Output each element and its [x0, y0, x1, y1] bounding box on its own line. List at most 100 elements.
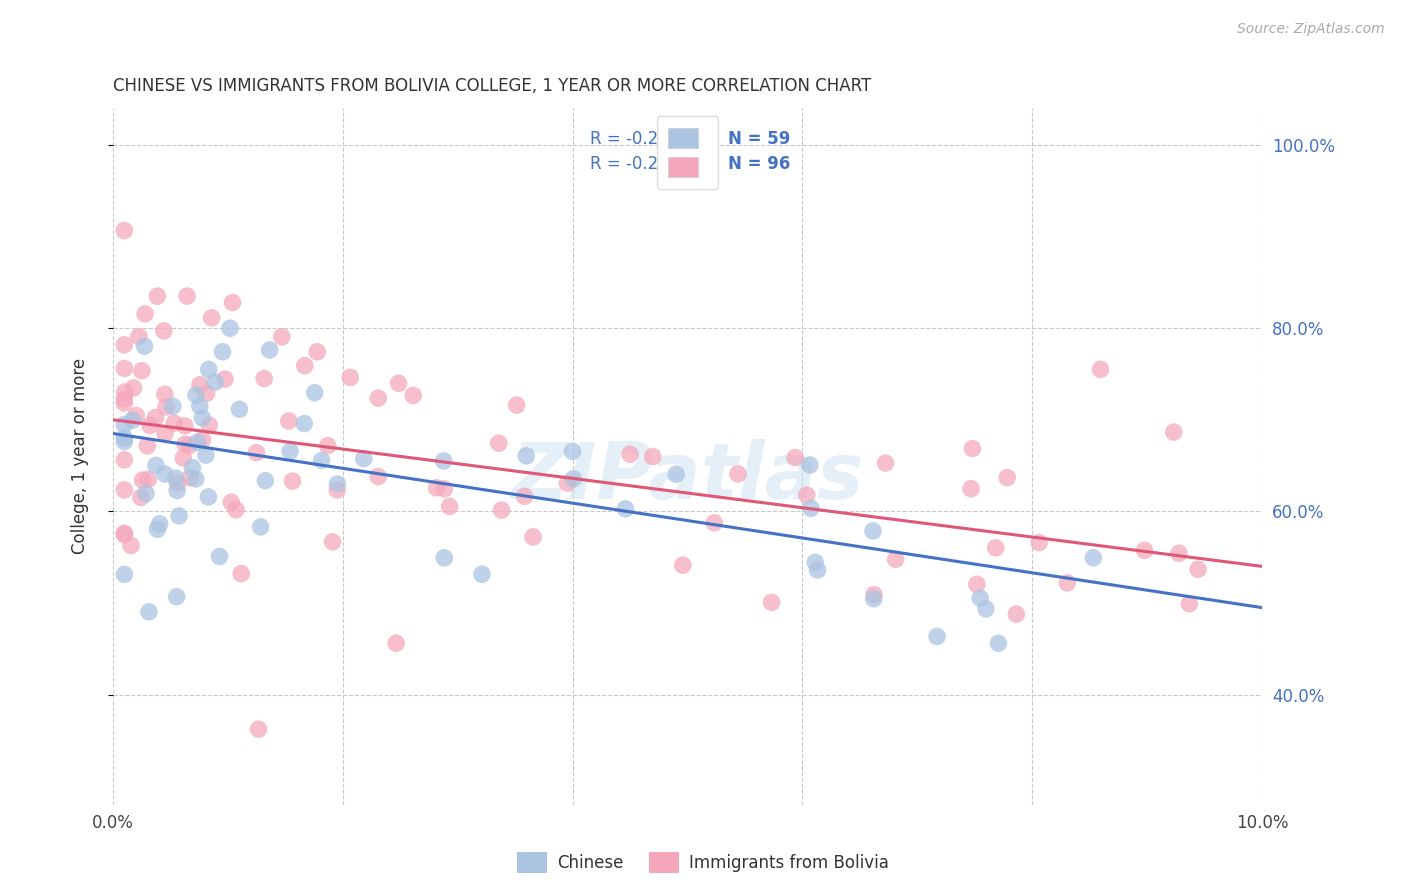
- Point: [208, 549, 231, 564]
- Point: [135, 486, 157, 500]
- Point: [614, 501, 637, 516]
- Point: [665, 467, 688, 482]
- Point: [402, 388, 425, 402]
- Point: [172, 450, 194, 465]
- Point: [862, 591, 884, 606]
- Point: [966, 577, 988, 591]
- Point: [1090, 362, 1112, 376]
- Point: [259, 343, 281, 357]
- Y-axis label: College, 1 year or more: College, 1 year or more: [72, 359, 89, 555]
- Point: [214, 372, 236, 386]
- Legend: Chinese, Immigrants from Bolivia: Chinese, Immigrants from Bolivia: [510, 846, 896, 880]
- Point: [174, 437, 197, 451]
- Point: [962, 442, 984, 456]
- Point: [804, 555, 827, 569]
- Text: CHINESE VS IMMIGRANTS FROM BOLIVIA COLLEGE, 1 YEAR OR MORE CORRELATION CHART: CHINESE VS IMMIGRANTS FROM BOLIVIA COLLE…: [112, 78, 872, 95]
- Point: [166, 476, 188, 491]
- Point: [1028, 535, 1050, 549]
- Point: [153, 387, 176, 401]
- Point: [112, 526, 135, 541]
- Point: [112, 527, 135, 541]
- Point: [433, 482, 456, 496]
- Point: [112, 223, 135, 237]
- Point: [134, 307, 156, 321]
- Point: [515, 449, 537, 463]
- Point: [131, 473, 153, 487]
- Point: [1005, 607, 1028, 621]
- Point: [367, 391, 389, 405]
- Point: [796, 488, 818, 502]
- Point: [307, 344, 329, 359]
- Point: [228, 402, 250, 417]
- Point: [139, 418, 162, 433]
- Point: [505, 398, 527, 412]
- Point: [131, 364, 153, 378]
- Point: [304, 385, 326, 400]
- Point: [187, 435, 209, 450]
- Point: [1163, 425, 1185, 439]
- Point: [145, 410, 167, 425]
- Point: [960, 482, 983, 496]
- Point: [153, 467, 176, 481]
- Point: [136, 439, 159, 453]
- Point: [969, 591, 991, 606]
- Point: [112, 567, 135, 582]
- Point: [112, 431, 135, 445]
- Point: [641, 450, 664, 464]
- Point: [146, 522, 169, 536]
- Point: [188, 399, 211, 413]
- Point: [112, 392, 135, 406]
- Point: [385, 636, 408, 650]
- Point: [863, 588, 886, 602]
- Point: [439, 500, 461, 514]
- Point: [179, 470, 201, 484]
- Point: [277, 414, 299, 428]
- Point: [1056, 575, 1078, 590]
- Point: [191, 410, 214, 425]
- Text: ZIPatlas: ZIPatlas: [512, 439, 863, 516]
- Point: [561, 444, 583, 458]
- Point: [562, 472, 585, 486]
- Point: [522, 530, 544, 544]
- Point: [128, 329, 150, 343]
- Point: [727, 467, 749, 481]
- Point: [555, 476, 578, 491]
- Point: [231, 566, 253, 581]
- Point: [194, 448, 217, 462]
- Point: [146, 289, 169, 303]
- Point: [219, 321, 242, 335]
- Point: [925, 629, 948, 643]
- Text: N = 96: N = 96: [728, 155, 790, 173]
- Text: R = -0.227: R = -0.227: [589, 155, 679, 173]
- Text: R = -0.268: R = -0.268: [589, 129, 679, 148]
- Point: [225, 502, 247, 516]
- Point: [166, 590, 188, 604]
- Point: [138, 605, 160, 619]
- Point: [995, 470, 1018, 484]
- Point: [1133, 543, 1156, 558]
- Point: [278, 444, 301, 458]
- Point: [136, 472, 159, 486]
- Point: [112, 396, 135, 410]
- Point: [173, 418, 195, 433]
- Point: [800, 501, 823, 516]
- Point: [1083, 550, 1105, 565]
- Point: [153, 426, 176, 441]
- Point: [125, 409, 148, 423]
- Point: [112, 338, 135, 352]
- Point: [112, 434, 135, 449]
- Point: [249, 520, 271, 534]
- Point: [387, 376, 409, 391]
- Point: [197, 362, 219, 376]
- Point: [145, 458, 167, 473]
- Point: [339, 370, 361, 384]
- Point: [129, 491, 152, 505]
- Point: [425, 481, 447, 495]
- Point: [112, 361, 135, 376]
- Point: [253, 371, 276, 385]
- Point: [785, 450, 807, 465]
- Point: [326, 477, 349, 491]
- Point: [619, 447, 641, 461]
- Point: [281, 474, 304, 488]
- Point: [204, 375, 226, 389]
